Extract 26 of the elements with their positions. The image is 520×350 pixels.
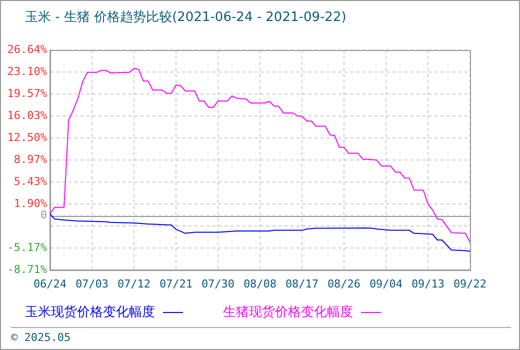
x-tick-label: 08/26 xyxy=(327,277,361,290)
y-tick-label: 16.03% xyxy=(7,108,48,122)
x-tick-label: 09/04 xyxy=(369,277,403,290)
x-tick-label: 08/08 xyxy=(243,277,277,290)
x-tick-label: 07/12 xyxy=(117,277,151,290)
chart-title: 玉米 - 生猪 价格趋势比较(2021-06-24 - 2021-09-22) xyxy=(25,9,346,26)
y-tick-label: 12.50% xyxy=(7,130,48,144)
x-tick-label: 07/30 xyxy=(201,277,235,290)
y-tick-label: 1.90% xyxy=(14,196,48,210)
x-tick-label: 09/13 xyxy=(411,277,445,290)
y-tick-label: 5.43% xyxy=(14,174,48,188)
x-tick-label: 07/21 xyxy=(159,277,193,290)
y-tick-label: 19.57% xyxy=(7,86,48,100)
y-tick-label: 23.10% xyxy=(7,64,48,78)
y-tick-label: -8.71% xyxy=(7,262,48,276)
y-tick-label: 0 xyxy=(40,208,47,222)
x-tick-label: 06/24 xyxy=(33,277,67,290)
legend-label: 玉米现货价格变化幅度 xyxy=(25,304,156,321)
y-tick-label: 8.97% xyxy=(14,152,48,166)
y-tick-label: 26.64% xyxy=(7,42,48,56)
x-tick-label: 07/03 xyxy=(75,277,109,290)
text: © 2025.05 xyxy=(11,331,71,344)
y-tick-label: -5.17% xyxy=(7,240,48,254)
x-tick-label: 08/17 xyxy=(285,277,319,290)
legend-label: 生猪现货价格变化幅度 xyxy=(223,304,354,321)
x-tick-label: 09/22 xyxy=(453,277,487,290)
